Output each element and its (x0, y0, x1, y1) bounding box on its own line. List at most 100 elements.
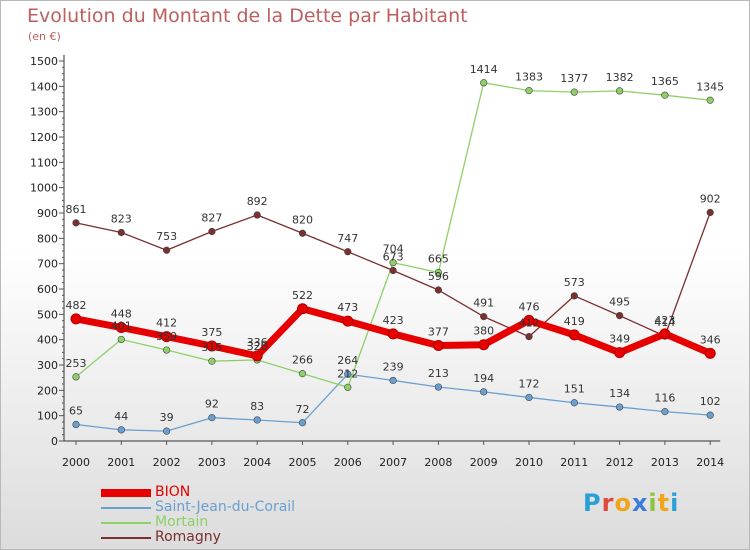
data-point (253, 416, 261, 424)
data-label: 1365 (651, 75, 679, 88)
data-label: 253 (66, 357, 87, 370)
y-tick-label: 600 (37, 283, 58, 296)
x-tick-label: 2001 (107, 456, 135, 469)
data-point (661, 408, 669, 416)
y-tick-label: 300 (37, 359, 58, 372)
x-tick-label: 2008 (424, 456, 452, 469)
data-point (704, 347, 716, 359)
legend-item: Mortain (101, 515, 361, 530)
data-point (115, 322, 127, 334)
data-point (163, 246, 171, 254)
x-tick-label: 2000 (62, 456, 90, 469)
legend-swatch (101, 521, 151, 524)
data-point (480, 79, 488, 87)
data-label: 194 (473, 372, 494, 385)
y-tick-label: 1000 (30, 182, 58, 195)
y-tick-label: 500 (37, 308, 58, 321)
data-point (387, 328, 399, 340)
logo-letter: t (657, 489, 671, 517)
data-label: 116 (654, 392, 675, 405)
y-tick-label: 400 (37, 334, 58, 347)
data-label: 412 (156, 317, 177, 330)
data-point (163, 346, 171, 354)
y-tick-label: 1500 (30, 55, 58, 68)
data-label: 72 (296, 403, 310, 416)
data-point (706, 96, 714, 104)
legend-swatch (101, 506, 151, 509)
data-label: 861 (66, 203, 87, 216)
data-label: 596 (428, 270, 449, 283)
data-label: 414 (654, 316, 675, 329)
x-tick-label: 2005 (289, 456, 317, 469)
data-point (208, 227, 216, 236)
data-label: 65 (69, 405, 83, 418)
y-tick-label: 700 (37, 258, 58, 271)
data-label: 239 (383, 360, 404, 373)
data-point (434, 268, 443, 277)
data-label: 419 (564, 315, 585, 328)
data-point (298, 229, 307, 237)
data-point (480, 388, 488, 396)
data-label: 423 (383, 314, 404, 327)
data-label: 522 (292, 289, 313, 302)
data-point (70, 313, 82, 325)
data-label: 491 (473, 297, 494, 310)
legend-item: Romagny (101, 530, 361, 545)
data-label: 336 (247, 336, 268, 349)
data-point (298, 370, 307, 378)
legend-swatch (101, 536, 151, 539)
data-label: 704 (383, 243, 404, 256)
data-point (344, 248, 352, 256)
data-point (72, 373, 80, 381)
data-label: 349 (609, 333, 630, 346)
data-point (615, 403, 624, 411)
data-point (432, 339, 444, 351)
x-tick-label: 2004 (243, 456, 271, 469)
data-label: 823 (111, 213, 132, 226)
data-label: 820 (292, 213, 313, 226)
logo-letter: i (648, 489, 658, 517)
logo-letter: o (614, 489, 632, 517)
y-tick-label: 800 (37, 232, 58, 245)
data-point (706, 208, 714, 217)
data-label: 423 (654, 314, 675, 327)
data-label: 892 (247, 195, 268, 208)
data-point (297, 303, 308, 315)
y-tick-label: 1300 (30, 106, 58, 119)
data-label: 495 (609, 296, 630, 309)
y-tick-label: 100 (37, 410, 58, 423)
data-label: 1383 (515, 71, 543, 84)
legend: BION Saint-Jean-du-Corail Mortain Romagny (101, 485, 361, 545)
data-label: 172 (519, 377, 540, 390)
data-label: 134 (609, 387, 630, 400)
legend-label: Saint-Jean-du-Corail (155, 499, 296, 515)
data-point (117, 228, 125, 237)
x-tick-label: 2007 (379, 456, 407, 469)
x-tick-label: 2012 (606, 456, 634, 469)
data-point (661, 91, 669, 99)
x-tick-label: 2013 (651, 456, 679, 469)
legend-label: BION (155, 484, 191, 500)
data-point (615, 87, 624, 95)
data-label: 380 (473, 325, 494, 338)
logo-letter: P (583, 489, 602, 517)
data-point (659, 328, 671, 340)
legend-label: Romagny (155, 529, 221, 545)
y-tick-label: 1200 (30, 131, 58, 144)
data-label: 665 (428, 253, 449, 266)
data-point (342, 315, 354, 327)
x-tick-label: 2010 (515, 456, 543, 469)
data-point (251, 350, 263, 362)
data-label: 102 (700, 395, 721, 408)
data-label: 315 (201, 341, 222, 354)
logo-letter: i (670, 489, 680, 517)
data-label: 213 (428, 367, 449, 380)
proxiti-logo: Proxiti (583, 489, 679, 517)
data-label: 44 (114, 410, 128, 423)
data-label: 1345 (696, 80, 724, 93)
data-label: 827 (201, 211, 222, 224)
data-point (570, 292, 578, 300)
x-tick-label: 2003 (198, 456, 226, 469)
chart-title: Evolution du Montant de la Dette par Hab… (27, 5, 468, 27)
